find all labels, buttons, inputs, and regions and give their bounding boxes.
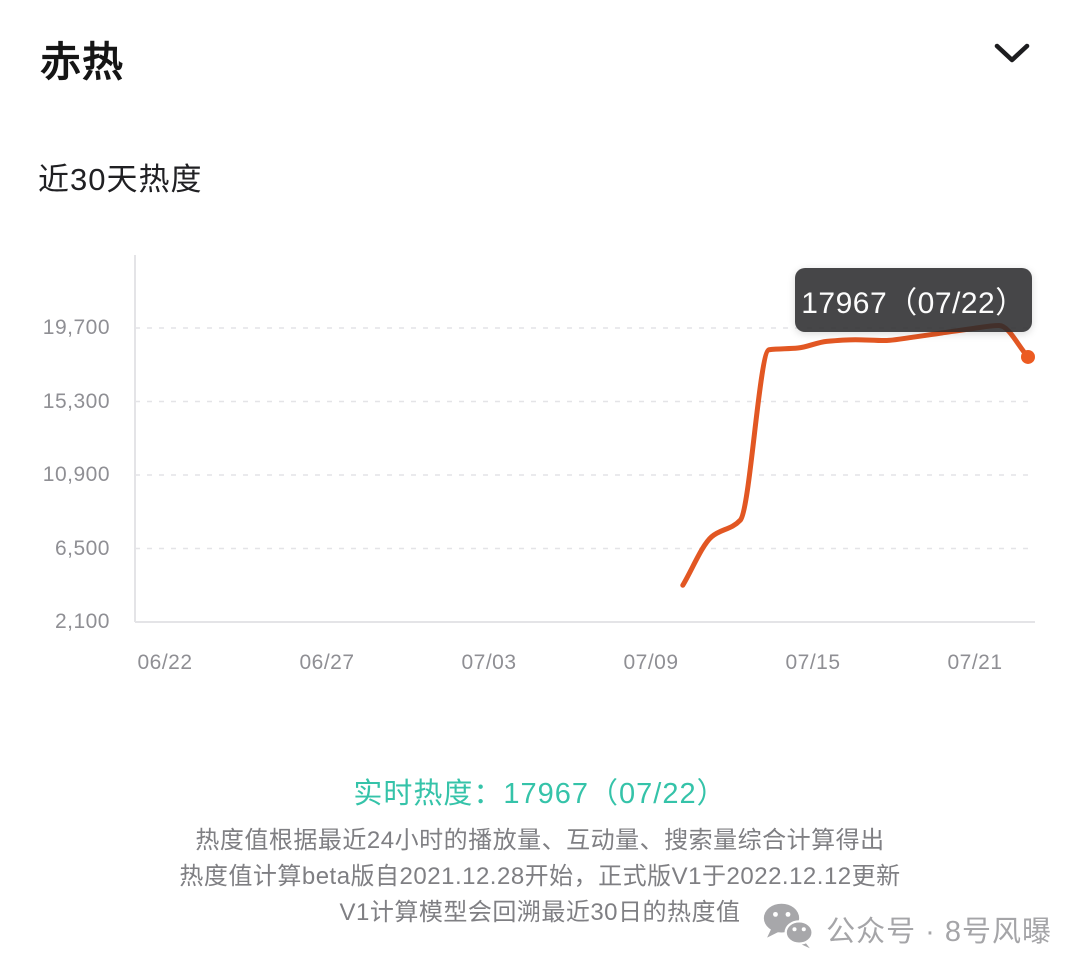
chevron-down-icon bbox=[994, 43, 1030, 68]
note-line-2: 热度值计算beta版自2021.12.28开始，正式版V1于2022.12.12… bbox=[179, 863, 901, 890]
chart-section-title: 近30天热度 bbox=[38, 162, 203, 197]
realtime-heat-text: 实时热度：17967（07/22） bbox=[353, 778, 727, 810]
current-point-dot bbox=[1021, 349, 1035, 364]
note-line-1: 热度值根据最近24小时的播放量、互动量、搜索量综合计算得出 bbox=[195, 827, 885, 854]
heat-method-notes: 热度值根据最近24小时的播放量、互动量、搜索量综合计算得出 热度值计算beta版… bbox=[0, 823, 1080, 931]
watermark-text: 公众号 · 8号风曝 bbox=[826, 915, 1052, 948]
heat-line-series bbox=[680, 322, 1031, 588]
heat-trend-chart[interactable]: 19,700 15,300 10,900 6,500 2,100 06/22 06/27 0… bbox=[0, 0, 1080, 700]
collapse-panel-button[interactable] bbox=[988, 36, 1036, 74]
chart-plot-area[interactable] bbox=[0, 0, 1080, 700]
watermark: 公众号 · 8号风曝 bbox=[762, 901, 1052, 956]
chart-tooltip: 17967（07/22） bbox=[795, 268, 1032, 332]
page-title: 赤热 bbox=[40, 39, 124, 85]
note-line-3: V1计算模型会回溯最近30日的热度值 bbox=[339, 899, 741, 926]
wechat-icon bbox=[762, 901, 814, 956]
